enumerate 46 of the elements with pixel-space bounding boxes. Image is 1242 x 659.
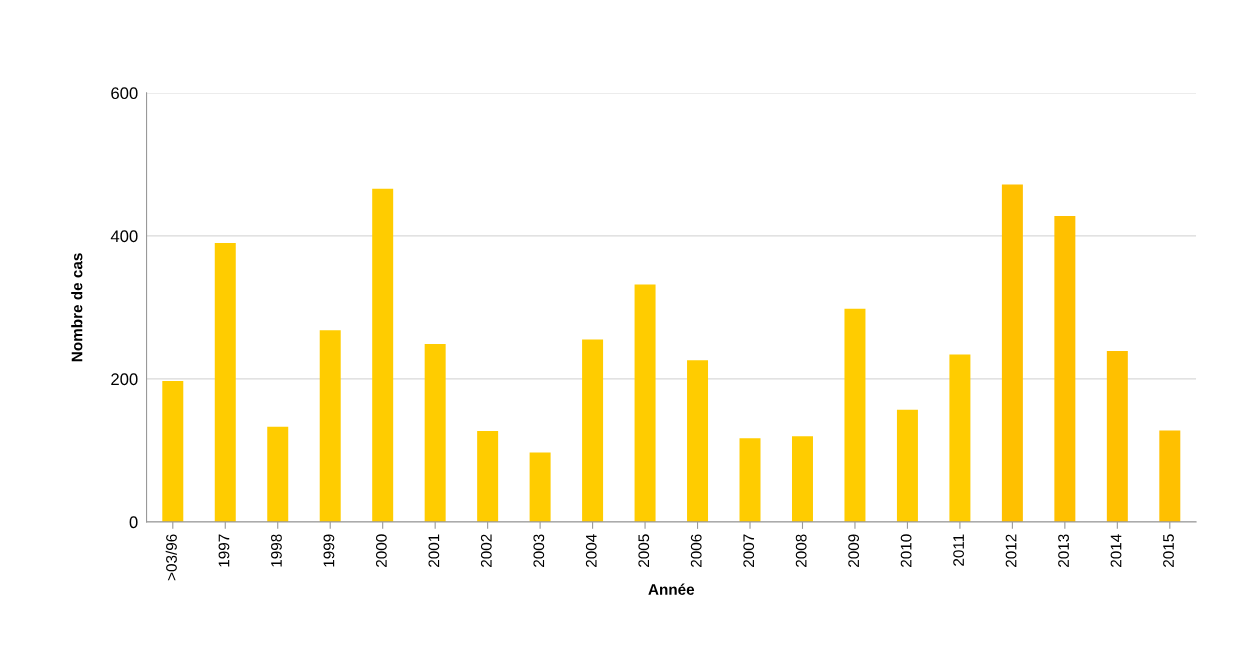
bar bbox=[319, 330, 341, 522]
x-tick-label: 1997 bbox=[218, 534, 230, 567]
x-tick-label: 2006 bbox=[690, 534, 702, 567]
x-tick-label: 2001 bbox=[428, 534, 440, 567]
bar bbox=[634, 284, 656, 522]
bar bbox=[1106, 351, 1128, 522]
y-tick-label: 200 bbox=[111, 373, 138, 386]
bar bbox=[162, 381, 184, 522]
bar bbox=[687, 360, 709, 522]
bar bbox=[1001, 184, 1023, 522]
x-tick-label: 2011 bbox=[953, 534, 965, 566]
x-tick-label: 2014 bbox=[1110, 534, 1122, 567]
bar bbox=[949, 354, 971, 522]
bar bbox=[424, 343, 446, 522]
x-tick-label: 2005 bbox=[638, 534, 650, 567]
bar bbox=[214, 243, 236, 522]
x-tick-label: 2010 bbox=[900, 534, 912, 567]
x-tick-label: 1999 bbox=[323, 534, 335, 567]
y-axis-title: Nombre de cas bbox=[71, 253, 83, 362]
bar bbox=[1054, 215, 1076, 522]
x-tick-label: 2009 bbox=[848, 534, 860, 567]
bar bbox=[739, 438, 761, 522]
x-tick-label: 2004 bbox=[585, 534, 597, 567]
bar bbox=[582, 339, 604, 522]
x-tick-label: 2007 bbox=[743, 534, 755, 567]
bar bbox=[896, 409, 918, 522]
bar bbox=[791, 436, 813, 522]
y-tick-label: 600 bbox=[111, 87, 138, 100]
bar bbox=[529, 452, 551, 522]
x-tick-label: 2012 bbox=[1005, 534, 1017, 567]
bar bbox=[477, 431, 499, 522]
x-tick-label: 2000 bbox=[375, 534, 387, 567]
x-tick-label: 2008 bbox=[795, 534, 807, 567]
bar bbox=[844, 308, 866, 522]
bar bbox=[267, 426, 289, 522]
bar bbox=[372, 188, 394, 522]
x-tick-label: 2002 bbox=[480, 534, 492, 567]
x-axis-title: Année bbox=[648, 583, 695, 595]
y-tick-label: 0 bbox=[129, 516, 138, 529]
x-tick-label: 1998 bbox=[271, 534, 282, 567]
x-tick-label: 2003 bbox=[533, 534, 545, 567]
x-tick-label: >03/96 bbox=[165, 534, 177, 581]
x-tick-label: 2015 bbox=[1163, 534, 1174, 567]
bar bbox=[1159, 430, 1181, 522]
y-tick-label: 400 bbox=[110, 230, 138, 243]
x-tick-label: 2013 bbox=[1058, 534, 1069, 567]
